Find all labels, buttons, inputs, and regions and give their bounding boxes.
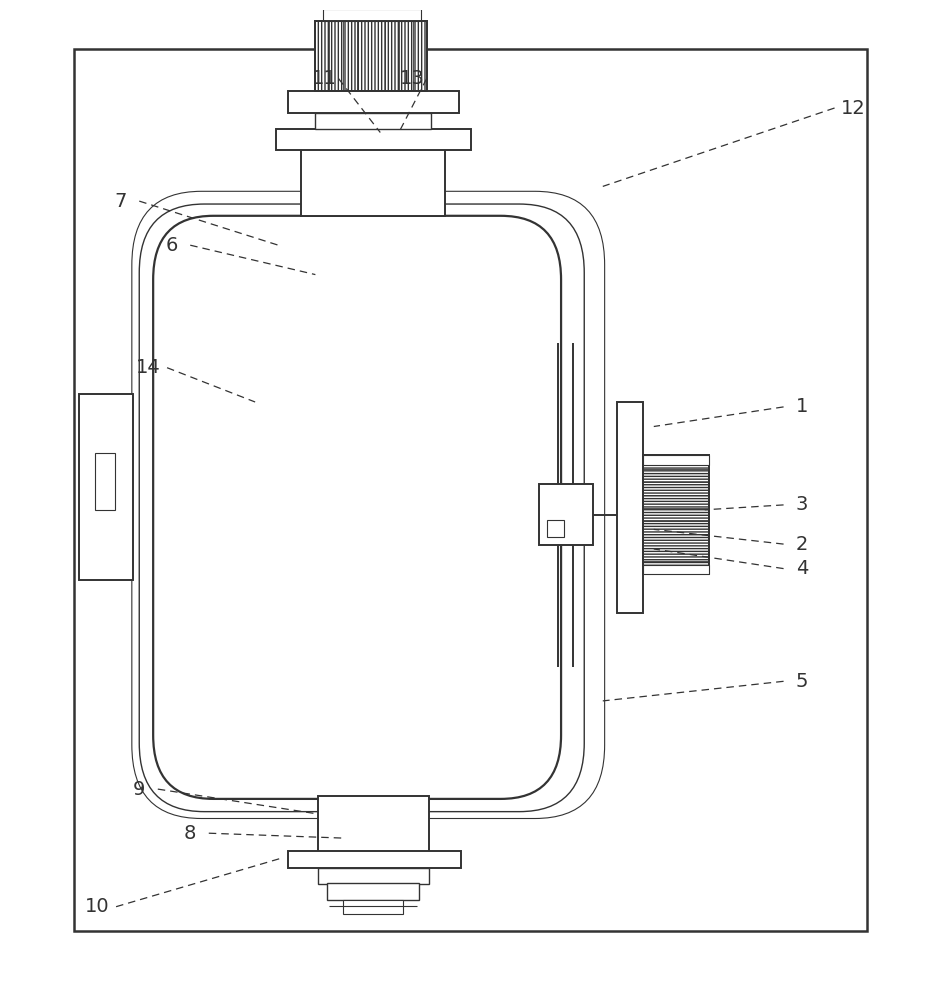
Text: 14: 14	[136, 358, 161, 377]
Text: 11: 11	[312, 69, 337, 88]
Bar	[642, 455, 710, 465]
Bar	[288, 851, 461, 868]
Bar	[343, 900, 403, 914]
Bar	[276, 129, 471, 150]
Text: 4: 4	[796, 559, 808, 578]
Bar	[75, 49, 867, 931]
FancyBboxPatch shape	[153, 216, 561, 799]
Bar	[318, 867, 429, 884]
Bar	[79, 394, 132, 580]
Bar	[288, 91, 459, 113]
Text: 8: 8	[184, 824, 197, 843]
Text: 10: 10	[85, 897, 110, 916]
Bar	[315, 21, 427, 91]
Bar	[323, 9, 421, 21]
Text: 3: 3	[796, 495, 808, 514]
Bar	[315, 21, 427, 91]
Text: 5: 5	[796, 672, 809, 691]
Bar	[642, 455, 710, 574]
Text: 9: 9	[133, 780, 146, 799]
Text: 2: 2	[796, 535, 808, 554]
Bar	[315, 113, 431, 129]
Text: 6: 6	[166, 236, 178, 255]
Bar	[95, 453, 115, 510]
Bar	[539, 484, 592, 545]
Bar	[318, 796, 429, 853]
Bar	[302, 147, 446, 216]
Bar	[642, 455, 710, 574]
Bar	[547, 520, 564, 537]
Text: 12: 12	[841, 99, 866, 117]
Text: 1: 1	[796, 397, 808, 416]
Text: 7: 7	[114, 192, 127, 211]
Bar	[617, 402, 642, 613]
Bar	[642, 565, 710, 574]
Text: 13: 13	[400, 69, 425, 88]
Bar	[326, 883, 419, 900]
